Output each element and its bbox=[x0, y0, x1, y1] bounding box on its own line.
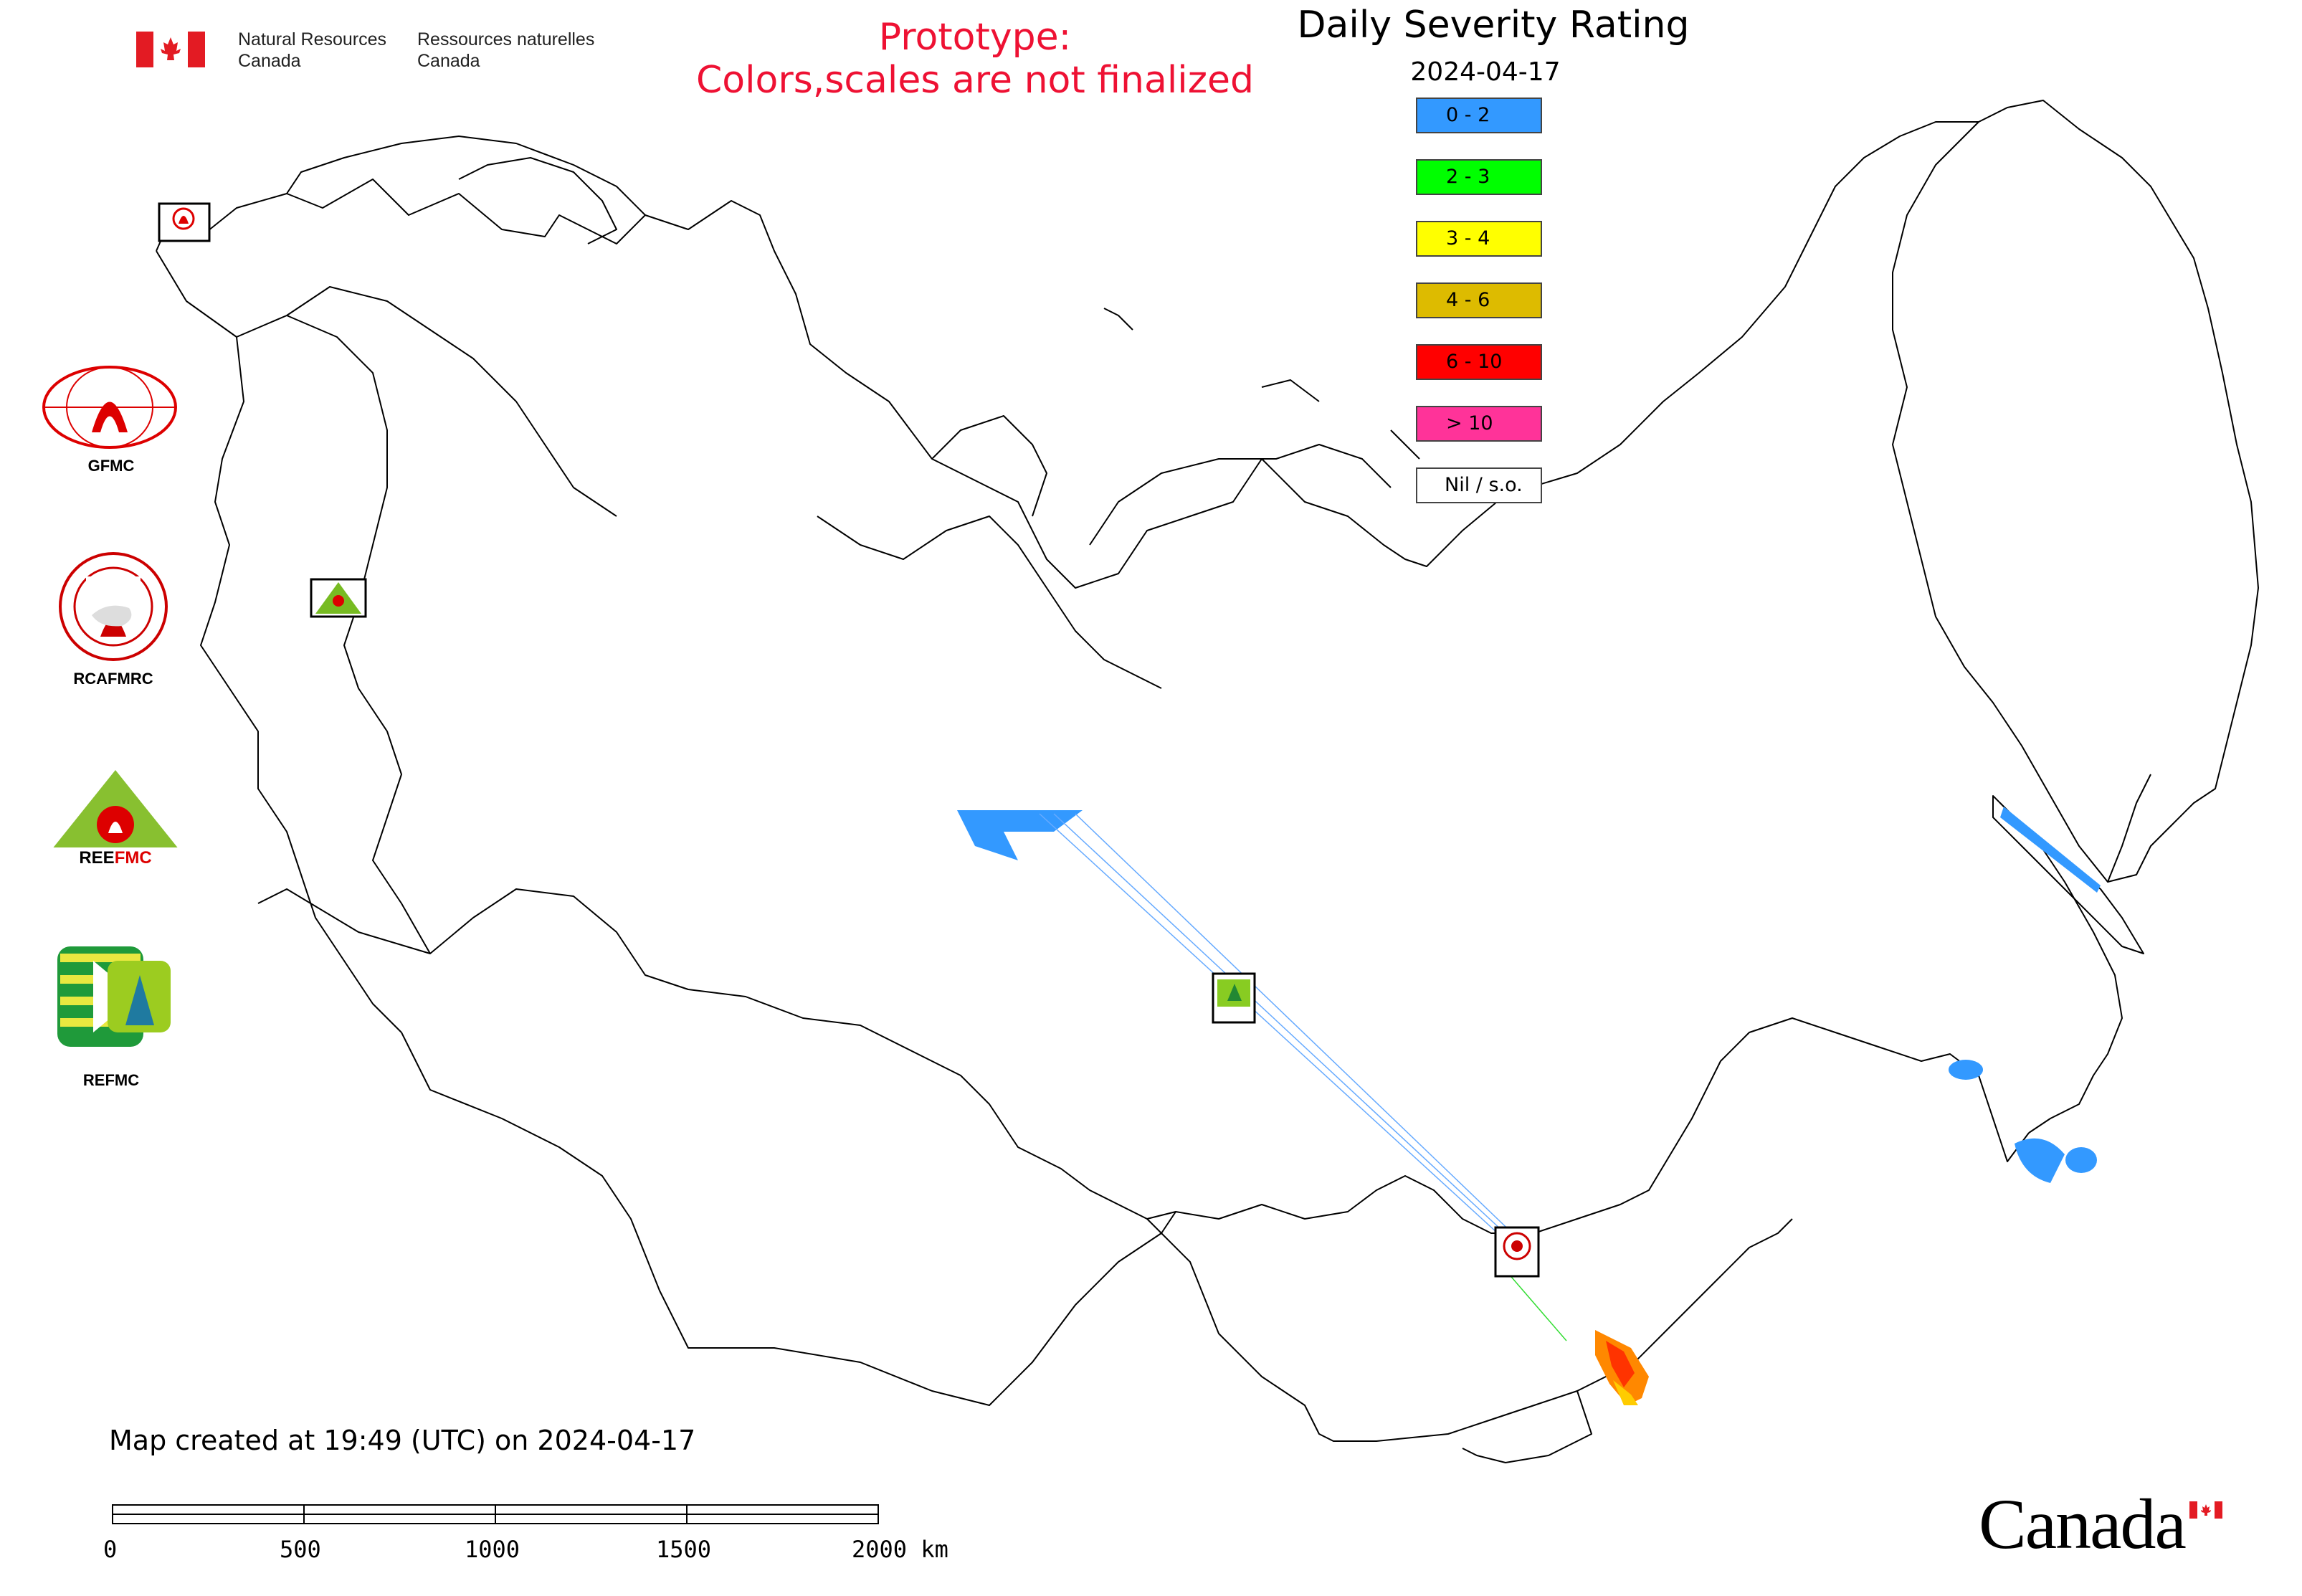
legend-item-3: 4 - 6 bbox=[1416, 282, 1542, 318]
legend-item-5: > 10 bbox=[1416, 406, 1542, 442]
legend-item-6: Nil / s.o. bbox=[1416, 467, 1542, 503]
fire-blue-streak-north bbox=[957, 810, 1083, 860]
scale-label-0: 0 bbox=[103, 1536, 118, 1563]
agency-name-fr: Ressources naturelles Canada bbox=[417, 29, 594, 72]
western-border-2 bbox=[236, 315, 431, 954]
fire-low-zones bbox=[957, 807, 2101, 1183]
canada-wordmark-text: Canada bbox=[1979, 1484, 2187, 1564]
reefmc-marker-icon[interactable] bbox=[310, 578, 367, 618]
fire-blue-patch-1 bbox=[1949, 1060, 1983, 1080]
island-outline bbox=[1999, 802, 2123, 1134]
connector-lines bbox=[1039, 813, 1521, 1241]
fire-blue-patch-3 bbox=[2065, 1147, 2097, 1173]
gfmc-marker-icon[interactable] bbox=[158, 202, 211, 242]
china-east bbox=[1462, 1390, 1592, 1463]
legend-item-0: 0 - 2 bbox=[1416, 98, 1542, 133]
peninsula-outline bbox=[1892, 121, 2151, 883]
refmc-marker-icon[interactable] bbox=[1212, 972, 1256, 1024]
rcafmrc-logo-icon bbox=[57, 551, 169, 662]
canada-wordmark: Canada bbox=[1979, 1483, 2187, 1565]
western-border-1 bbox=[156, 250, 402, 1033]
region-outline bbox=[156, 100, 2259, 883]
taymyr-outline bbox=[1089, 444, 1392, 546]
scale-label-2000: 2000 km bbox=[852, 1536, 948, 1563]
wordmark-flag-icon bbox=[2189, 1501, 2222, 1519]
fire-blue-patch-2 bbox=[2015, 1138, 2065, 1183]
mongolia-south bbox=[1146, 1218, 1793, 1442]
novaya-zemlya bbox=[458, 157, 617, 244]
scandinavia-outline bbox=[286, 136, 646, 216]
agency-name-en: Natural Resources Canada bbox=[238, 29, 386, 72]
canada-flag-icon bbox=[136, 32, 205, 67]
prototype-line2: Colors,scales are not finalized bbox=[695, 59, 1255, 102]
map-date: 2024-04-17 bbox=[1410, 57, 1561, 87]
map-title: Daily Severity Rating bbox=[1297, 4, 1690, 47]
baltic-border bbox=[286, 286, 617, 517]
legend-item-4: 6 - 10 bbox=[1416, 344, 1542, 380]
gfmc-label: GFMC bbox=[87, 457, 135, 475]
reefmc-logo-icon: REEFMC bbox=[40, 767, 191, 868]
scale-label-1500: 1500 bbox=[656, 1536, 712, 1563]
refmc-logo-icon bbox=[57, 946, 172, 1047]
legend-item-1: 2 - 3 bbox=[1416, 159, 1542, 195]
agency-en-line2: Canada bbox=[238, 51, 301, 71]
map-created-text: Map created at 19:49 (UTC) on 2024-04-17 bbox=[109, 1425, 696, 1456]
agency-fr-line1: Ressources naturelles bbox=[417, 29, 595, 49]
southern-border bbox=[257, 888, 2030, 1234]
svg-text:REEFMC: REEFMC bbox=[79, 848, 151, 868]
agency-fr-line2: Canada bbox=[417, 51, 480, 71]
rcafmrc-marker-icon[interactable] bbox=[1494, 1226, 1540, 1278]
scale-label-500: 500 bbox=[280, 1536, 321, 1563]
arctic-islands bbox=[1103, 308, 1420, 460]
rcafmrc-label: RCAFMRC bbox=[73, 670, 153, 688]
scale-bar bbox=[112, 1504, 879, 1526]
scale-label-1000: 1000 bbox=[465, 1536, 520, 1563]
prototype-notice: Prototype: Colors,scales are not finaliz… bbox=[652, 16, 1298, 102]
arctic-coast bbox=[817, 516, 1162, 689]
yamal-outline bbox=[931, 415, 1047, 517]
refmc-label: REFMC bbox=[82, 1071, 140, 1089]
fire-blue-baikal bbox=[2000, 807, 2101, 893]
gfmc-logo-icon bbox=[42, 364, 178, 450]
kazakhstan-south bbox=[401, 1032, 1176, 1406]
legend-item-2: 3 - 4 bbox=[1416, 221, 1542, 257]
agency-en-line1: Natural Resources bbox=[238, 29, 387, 49]
fire-high-zone bbox=[1595, 1330, 1649, 1405]
prototype-line1: Prototype: bbox=[878, 16, 1072, 59]
